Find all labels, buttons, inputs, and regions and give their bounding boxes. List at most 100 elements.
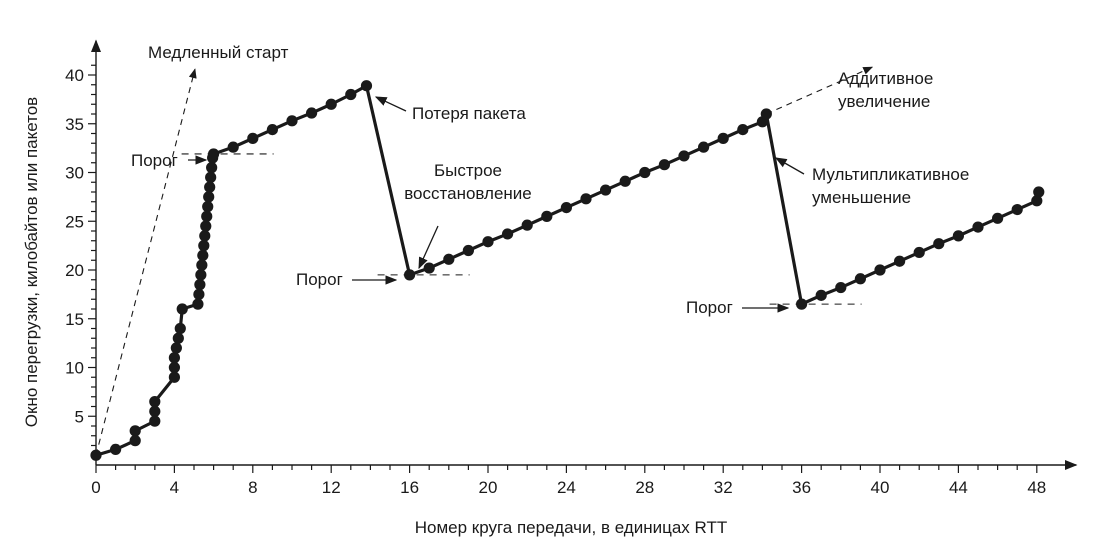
data-point bbox=[266, 124, 278, 136]
annotation-threshold-2: Порог bbox=[296, 270, 343, 289]
arrow-multiplicative-decrease bbox=[774, 157, 805, 175]
data-point bbox=[199, 230, 211, 242]
data-point bbox=[227, 141, 239, 153]
annotation-additive-increase: Аддитивное bbox=[838, 69, 933, 88]
data-point bbox=[206, 162, 218, 174]
x-tick-label: 36 bbox=[792, 478, 811, 497]
y-tick-label: 15 bbox=[65, 310, 84, 329]
data-point bbox=[149, 405, 161, 417]
data-point bbox=[972, 221, 984, 233]
x-tick-label: 40 bbox=[871, 478, 890, 497]
x-tick-label: 20 bbox=[479, 478, 498, 497]
annotation-multiplicative-decrease: уменьшение bbox=[812, 188, 911, 207]
y-axis-title: Окно перегрузки, килобайтов или пакетов bbox=[22, 97, 41, 427]
y-tick-label: 25 bbox=[65, 212, 84, 231]
annotation-packet-loss: Потеря пакета bbox=[412, 104, 526, 123]
x-axis-title: Номер круга передачи, в единицах RTT bbox=[415, 518, 728, 537]
annotation-additive-increase: увеличение bbox=[838, 92, 930, 111]
data-point bbox=[247, 132, 259, 144]
slow-start-guide bbox=[95, 68, 197, 456]
data-point bbox=[443, 253, 455, 265]
data-point bbox=[208, 148, 220, 160]
data-point bbox=[1033, 186, 1045, 198]
data-point bbox=[835, 281, 847, 294]
data-point bbox=[619, 175, 631, 187]
data-point bbox=[202, 201, 214, 213]
x-tick-label: 48 bbox=[1027, 478, 1046, 497]
data-point bbox=[204, 181, 216, 193]
data-points bbox=[90, 80, 1045, 461]
data-point bbox=[129, 435, 141, 447]
data-point bbox=[1031, 195, 1043, 207]
x-tick-label: 32 bbox=[714, 478, 733, 497]
annotation-threshold-3: Порог bbox=[686, 298, 733, 317]
data-point bbox=[168, 361, 180, 374]
data-point bbox=[174, 322, 186, 335]
annotation-fast-recovery: Быстрое bbox=[434, 161, 502, 180]
series-line bbox=[95, 84, 1041, 457]
annotation-threshold-1: Порог bbox=[131, 151, 178, 170]
data-point bbox=[815, 289, 827, 301]
data-point bbox=[200, 220, 212, 232]
data-point bbox=[760, 108, 772, 120]
data-point bbox=[462, 244, 474, 257]
data-point bbox=[172, 332, 184, 344]
data-point bbox=[192, 298, 204, 310]
x-tick-label: 4 bbox=[170, 478, 179, 497]
arrow-fast-recovery bbox=[418, 225, 439, 270]
x-tick-label: 24 bbox=[557, 478, 576, 497]
data-point bbox=[201, 210, 213, 222]
x-tick-label: 44 bbox=[949, 478, 968, 497]
data-point bbox=[698, 141, 710, 153]
data-point bbox=[110, 443, 122, 455]
y-tick-label: 30 bbox=[65, 164, 84, 183]
data-point bbox=[286, 115, 298, 127]
data-point bbox=[737, 124, 749, 136]
data-point bbox=[854, 273, 867, 285]
y-tick-label: 10 bbox=[65, 359, 84, 378]
annotations: Медленный старт Порог Порог Порог Потеря пак… bbox=[131, 43, 969, 317]
data-point bbox=[874, 264, 886, 276]
data-point bbox=[933, 238, 945, 250]
y-tick-label: 40 bbox=[65, 66, 84, 85]
data-point bbox=[796, 298, 808, 310]
data-point bbox=[306, 107, 318, 119]
annotation-multiplicative-decrease: Мультипликативное bbox=[812, 165, 969, 184]
data-point bbox=[404, 269, 416, 281]
x-tick-label: 12 bbox=[322, 478, 341, 497]
data-point bbox=[325, 98, 337, 110]
data-point bbox=[196, 259, 208, 271]
annotation-slow-start: Медленный старт bbox=[148, 43, 289, 62]
annotation-fast-recovery: восстановление bbox=[404, 184, 532, 203]
data-point bbox=[360, 80, 373, 92]
data-point bbox=[194, 279, 206, 291]
data-point bbox=[541, 210, 553, 222]
x-tick-label: 0 bbox=[91, 478, 100, 497]
data-point bbox=[1011, 203, 1023, 216]
data-point bbox=[639, 166, 651, 179]
data-point bbox=[502, 228, 514, 240]
x-tick-label: 8 bbox=[248, 478, 257, 497]
data-point bbox=[168, 371, 180, 383]
data-point bbox=[482, 236, 494, 248]
data-point bbox=[521, 219, 533, 231]
y-tick-label: 20 bbox=[65, 261, 84, 280]
data-point bbox=[952, 230, 965, 242]
data-point bbox=[129, 425, 141, 437]
y-tick-label: 5 bbox=[75, 407, 84, 426]
data-point bbox=[423, 262, 435, 274]
data-point bbox=[149, 396, 161, 408]
data-point bbox=[170, 342, 182, 354]
data-point bbox=[894, 255, 906, 267]
x-tick-label: 28 bbox=[635, 478, 654, 497]
data-point bbox=[580, 193, 592, 205]
data-point bbox=[90, 449, 102, 461]
data-point bbox=[600, 184, 612, 196]
data-point bbox=[198, 240, 210, 252]
arrow-packet-loss bbox=[374, 96, 407, 112]
data-point bbox=[345, 88, 357, 101]
data-point bbox=[168, 352, 180, 364]
data-point bbox=[717, 132, 729, 144]
